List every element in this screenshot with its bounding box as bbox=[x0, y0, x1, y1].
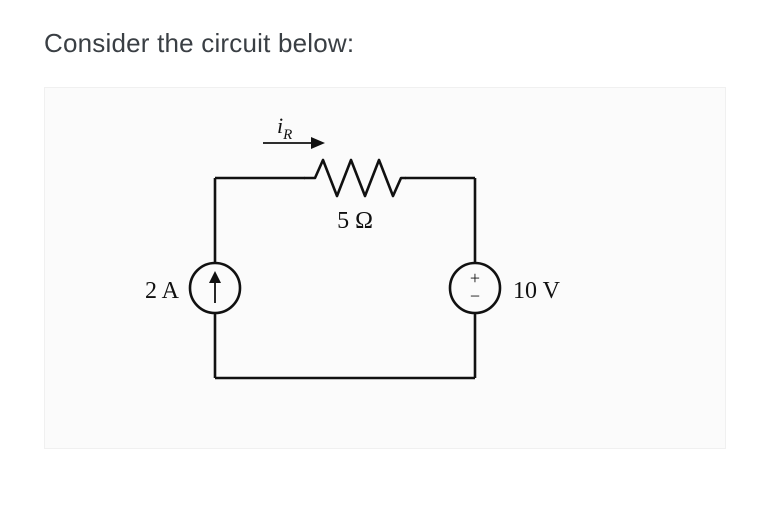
voltage-source-plus: + bbox=[470, 268, 480, 288]
page-title: Consider the circuit below: bbox=[44, 28, 724, 59]
current-source-label: 2 A bbox=[145, 278, 180, 304]
current-source-arrow-head bbox=[209, 271, 221, 283]
voltage-source-label: 10 V bbox=[513, 278, 561, 304]
current-arrow-label: iR bbox=[277, 113, 292, 143]
resistor-value-label: 5 Ω bbox=[337, 208, 373, 234]
resistor-icon bbox=[305, 160, 405, 196]
circuit-panel: + − iR 5 Ω 2 A 10 V bbox=[44, 87, 726, 449]
page: Consider the circuit below: + − bbox=[0, 0, 768, 512]
current-arrow-head bbox=[311, 137, 325, 149]
circuit-svg: + − iR 5 Ω 2 A 10 V bbox=[45, 88, 725, 448]
voltage-source-minus: − bbox=[470, 286, 480, 306]
